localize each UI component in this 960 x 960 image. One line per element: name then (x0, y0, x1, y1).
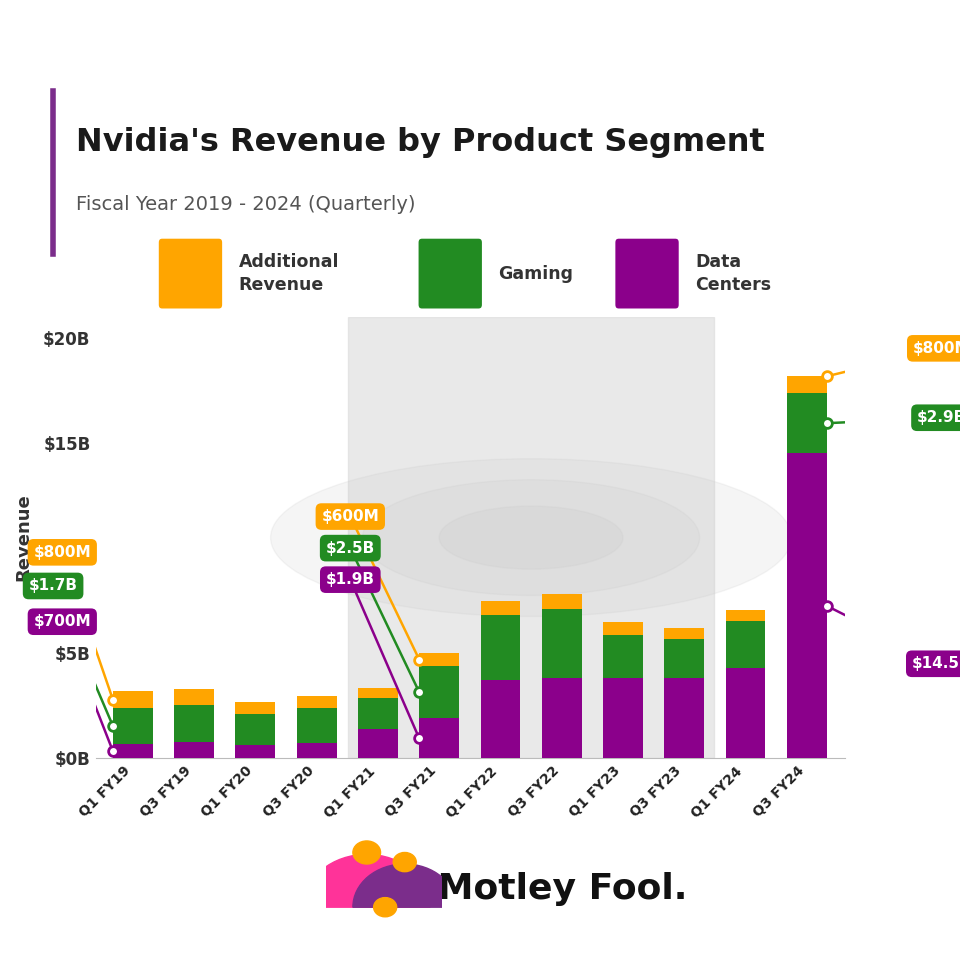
Text: $2.9B: $2.9B (917, 410, 960, 425)
Bar (174, 706, 214, 742)
FancyBboxPatch shape (418, 237, 483, 310)
Circle shape (373, 898, 396, 917)
Bar (603, 636, 643, 678)
Text: $1.7B: $1.7B (29, 579, 78, 593)
Bar (726, 668, 765, 758)
Bar (113, 708, 153, 744)
Bar (603, 622, 643, 636)
Bar (235, 702, 276, 714)
Ellipse shape (363, 480, 700, 595)
Ellipse shape (439, 506, 623, 569)
Bar (787, 394, 827, 453)
Circle shape (353, 841, 380, 864)
Text: $700M: $700M (34, 614, 91, 629)
Bar (297, 696, 337, 708)
Bar (481, 601, 520, 615)
Bar (235, 745, 276, 758)
Bar (358, 687, 397, 698)
Bar (348, 317, 713, 758)
Text: Nvidia's Revenue by Product Segment: Nvidia's Revenue by Product Segment (76, 128, 764, 158)
Wedge shape (303, 854, 430, 907)
Text: Additional
Revenue: Additional Revenue (238, 253, 339, 294)
Bar (787, 453, 827, 758)
Ellipse shape (271, 459, 791, 616)
Bar (787, 376, 827, 394)
Bar (113, 744, 153, 758)
Text: Data
Centers: Data Centers (695, 253, 771, 294)
Text: $1.9B: $1.9B (325, 572, 374, 588)
Bar (541, 609, 582, 678)
Bar (420, 718, 459, 758)
Text: $800M: $800M (913, 341, 960, 356)
Circle shape (394, 852, 417, 872)
Bar (358, 729, 397, 758)
Text: $14.5B: $14.5B (912, 657, 960, 671)
Bar (541, 593, 582, 609)
Bar (420, 653, 459, 666)
Bar (726, 610, 765, 621)
Text: $2.5B: $2.5B (325, 540, 375, 556)
Text: Gaming: Gaming (498, 265, 573, 282)
Y-axis label: Revenue: Revenue (14, 493, 32, 582)
Bar (358, 698, 397, 729)
Bar (664, 639, 705, 678)
Bar (541, 678, 582, 758)
Bar (726, 621, 765, 668)
Bar (603, 678, 643, 758)
Bar (174, 742, 214, 758)
Bar (481, 680, 520, 758)
Bar (481, 615, 520, 680)
Bar (297, 708, 337, 743)
Bar (174, 689, 214, 706)
FancyBboxPatch shape (157, 237, 224, 310)
Bar (297, 743, 337, 758)
Bar (664, 678, 705, 758)
Bar (113, 691, 153, 708)
Bar (664, 629, 705, 639)
Text: $600M: $600M (322, 509, 379, 524)
Text: Fiscal Year 2019 - 2024 (Quarterly): Fiscal Year 2019 - 2024 (Quarterly) (76, 195, 416, 214)
Bar (420, 666, 459, 718)
Text: The Motley Fool.: The Motley Fool. (349, 872, 687, 906)
Bar (235, 714, 276, 745)
Text: $800M: $800M (34, 545, 91, 560)
FancyBboxPatch shape (614, 237, 680, 310)
Wedge shape (353, 864, 457, 907)
